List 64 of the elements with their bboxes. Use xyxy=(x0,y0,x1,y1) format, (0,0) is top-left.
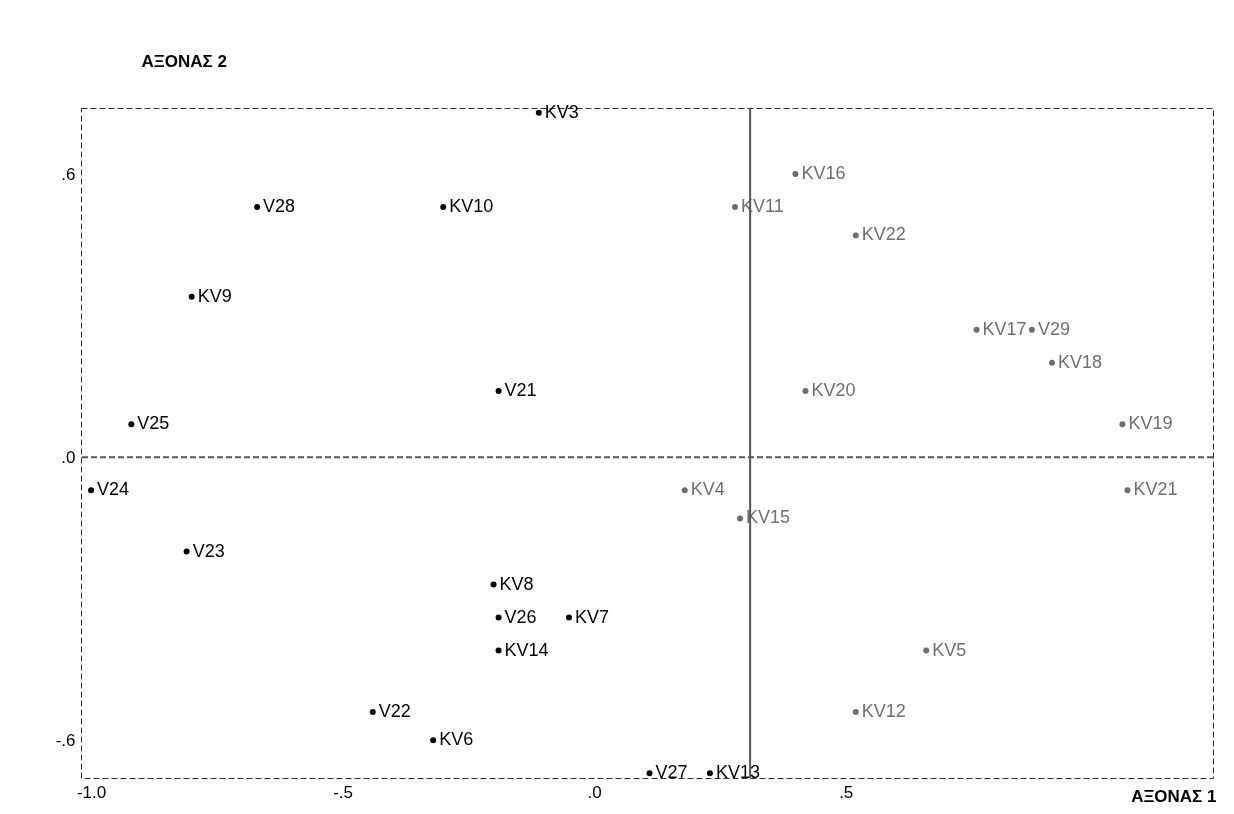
point xyxy=(852,708,859,715)
x-tick-label: .5 xyxy=(839,782,854,802)
data-label: V24 xyxy=(97,479,130,500)
data-label: V29 xyxy=(1037,318,1070,339)
data-label: KV3 xyxy=(544,101,579,122)
data-label: V23 xyxy=(192,540,225,561)
data-label: V26 xyxy=(504,606,537,627)
data-label: KV22 xyxy=(861,224,906,245)
point xyxy=(802,388,809,395)
point xyxy=(430,737,437,744)
point xyxy=(566,614,573,621)
point xyxy=(923,647,930,654)
x-tick-label: -.5 xyxy=(333,782,354,802)
point xyxy=(183,548,190,555)
x-tick-label: -1.0 xyxy=(76,782,107,802)
data-label: KV19 xyxy=(1128,413,1173,434)
data-label: V25 xyxy=(137,413,170,434)
point xyxy=(646,770,653,777)
data-label: KV12 xyxy=(861,700,906,721)
data-label: KV9 xyxy=(197,285,232,306)
point xyxy=(1028,326,1035,333)
point xyxy=(495,614,502,621)
point xyxy=(973,326,980,333)
point xyxy=(792,171,799,178)
point xyxy=(1119,421,1126,428)
point xyxy=(1049,359,1055,366)
x-axis-title: ΑΞΟΝΑΣ 1 xyxy=(1131,786,1217,806)
data-label: KV16 xyxy=(801,163,846,184)
point xyxy=(732,204,739,211)
point xyxy=(495,647,502,654)
data-label: KV17 xyxy=(982,318,1027,339)
point xyxy=(440,204,447,211)
data-label: V27 xyxy=(655,762,688,783)
x-tick-label: .0 xyxy=(587,782,602,802)
point xyxy=(706,770,713,777)
data-label: V21 xyxy=(504,380,537,401)
data-label: KV8 xyxy=(499,573,534,594)
y-tick-label: .6 xyxy=(61,164,76,184)
point xyxy=(681,487,688,494)
data-label: KV10 xyxy=(449,196,494,217)
point xyxy=(852,232,859,239)
y-tick-label: -.6 xyxy=(55,730,76,750)
point xyxy=(254,204,261,211)
point xyxy=(1124,487,1131,494)
data-label: KV20 xyxy=(811,380,856,401)
y-tick-label: .0 xyxy=(61,447,76,467)
y-axis-title: ΑΞΟΝΑΣ 2 xyxy=(141,51,227,71)
point xyxy=(490,581,497,588)
point xyxy=(128,421,135,428)
point xyxy=(495,388,502,395)
data-label: KV18 xyxy=(1058,351,1103,372)
data-label: KV14 xyxy=(504,639,549,660)
data-label: V22 xyxy=(378,700,411,721)
point xyxy=(188,293,195,300)
point xyxy=(369,708,376,715)
data-label: V28 xyxy=(263,196,296,217)
data-label: KV4 xyxy=(690,479,725,500)
point xyxy=(535,109,542,116)
data-label: KV5 xyxy=(932,639,967,660)
data-label: KV7 xyxy=(575,606,610,627)
data-label: KV21 xyxy=(1133,479,1178,500)
point xyxy=(737,515,744,522)
data-label: KV6 xyxy=(439,729,474,750)
point xyxy=(88,487,95,494)
